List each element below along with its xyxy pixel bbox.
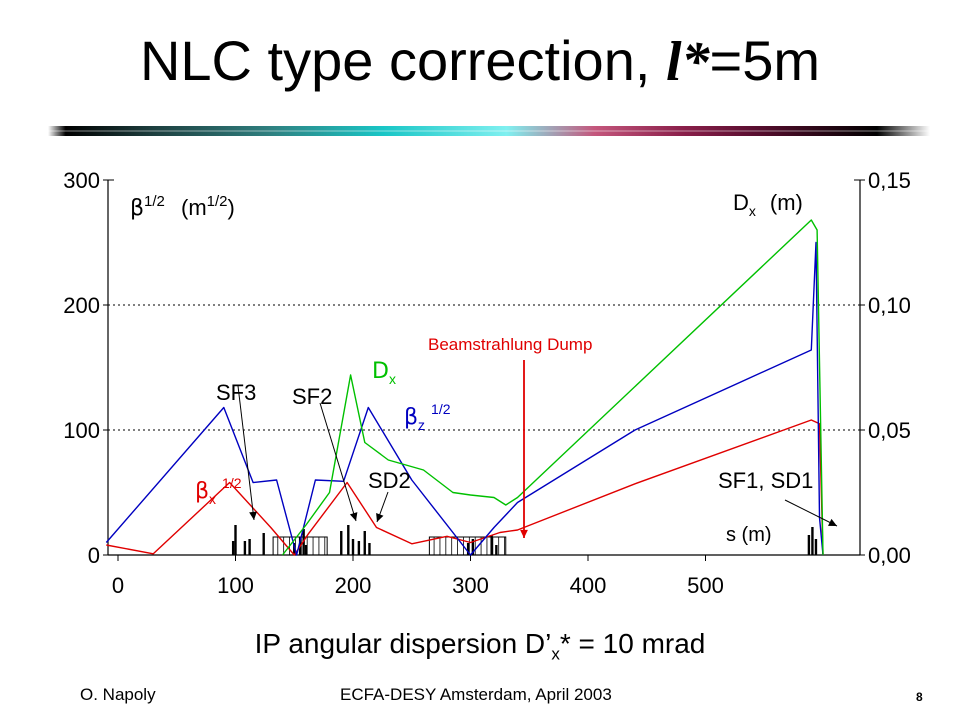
right-tick-label: 0,00: [868, 543, 911, 568]
subtitle-end: * = 10 mrad: [559, 628, 706, 659]
x-axis-label: s (m): [726, 524, 772, 546]
magnet-mark: [304, 545, 308, 555]
x-tick-label: 400: [570, 573, 607, 598]
optics-chart: 0 100 200 300 0,00 0,05 0,10 0,15 0 100 200 300 400 5…: [63, 168, 911, 598]
magnet-mark: [495, 545, 498, 555]
left-tick-label: 300: [63, 168, 100, 193]
magnet-mark: [243, 541, 247, 555]
arrow-head: [376, 513, 384, 522]
footer-author: O. Napoly: [80, 685, 156, 704]
magnet-mark: [351, 539, 355, 555]
chart-subtitle: IP angular dispersion D’x* = 10 mrad: [0, 628, 960, 665]
slide-title: NLC type correction, l*=5m: [0, 26, 960, 97]
magnet-mark: [340, 531, 343, 555]
left-tick-label: 0: [88, 543, 100, 568]
label-sf3: SF3: [216, 380, 256, 405]
title-symbol: l*: [665, 31, 710, 93]
annotation-arrow: [237, 385, 255, 521]
right-axis-label: Dx (m): [733, 190, 803, 219]
beta-x-line: [106, 419, 824, 556]
beta-z-line: [105, 241, 824, 556]
x-tick-label: 0: [112, 573, 124, 598]
label-dx: Dx: [372, 359, 396, 387]
title-suffix: =5m: [709, 29, 821, 92]
magnet-mark: [293, 543, 296, 555]
arrow-head: [349, 512, 358, 521]
left-tick-label: 100: [63, 418, 100, 443]
x-tick-label: 500: [687, 573, 724, 598]
annotation-arrow: [319, 402, 357, 522]
magnet-mark: [363, 531, 366, 555]
magnet-mark: [262, 533, 265, 555]
label-sf1-sd1: SF1, SD1: [718, 468, 813, 493]
arrow-head: [520, 529, 528, 538]
dx-line: [281, 219, 824, 556]
label-sd2: SD2: [368, 468, 411, 493]
magnet-mark: [490, 535, 493, 555]
label-beamstrahlung-dump: Beamstrahlung Dump: [428, 335, 592, 354]
magnet-mark: [347, 525, 350, 555]
footer-event: ECFA-DESY Amsterdam, April 2003: [340, 685, 612, 704]
magnet-mark: [231, 541, 235, 555]
subtitle-main: IP angular dispersion D’: [254, 628, 552, 659]
magnet-mark: [811, 527, 814, 555]
magnet-mark: [357, 541, 361, 555]
left-axis-label: β1/2 (m1/2): [130, 193, 235, 221]
right-tick-label: 0,15: [868, 168, 911, 193]
label-sf2: SF2: [292, 384, 332, 409]
magnet-mark: [234, 525, 237, 555]
page-number: 8: [916, 690, 923, 704]
title-prefix: NLC type correction,: [139, 29, 666, 92]
left-tick-label: 200: [63, 293, 100, 318]
label-beta-z: βz1/2: [404, 401, 451, 433]
right-tick-label: 0,05: [868, 418, 911, 443]
title-divider: [48, 126, 930, 136]
arrow-head: [249, 511, 257, 520]
magnet-mark: [807, 535, 811, 555]
x-tick-label: 300: [452, 573, 489, 598]
arrow-head: [828, 518, 837, 526]
subtitle-sub: x: [551, 644, 560, 664]
magnet-mark: [471, 539, 475, 555]
annotation-arrow: [784, 499, 838, 527]
magnet-mark: [466, 543, 470, 555]
magnet-mark: [814, 539, 818, 555]
x-tick-label: 200: [335, 573, 372, 598]
x-tick-label: 100: [217, 573, 254, 598]
right-tick-label: 0,10: [868, 293, 911, 318]
magnet-mark: [248, 539, 251, 555]
magnet-mark: [368, 543, 371, 555]
label-beta-x: βx1/2: [195, 475, 242, 507]
